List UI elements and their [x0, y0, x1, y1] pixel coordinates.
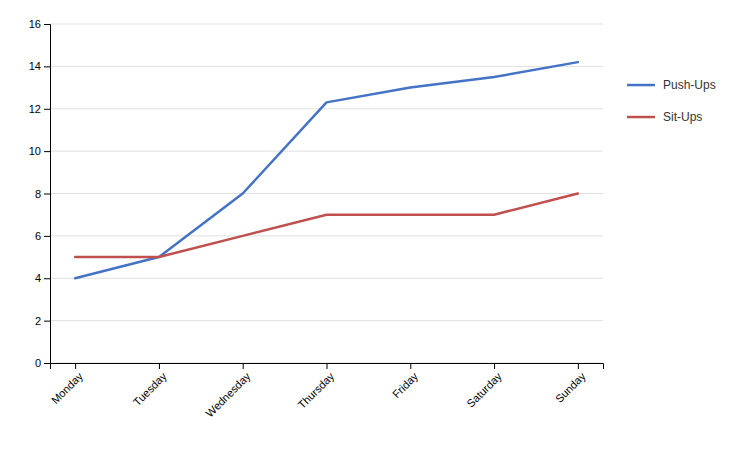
tick-label: 10: [29, 145, 41, 157]
tick-label: 4: [35, 272, 41, 284]
tick-mark: [578, 363, 579, 369]
tick: 12: [29, 103, 50, 115]
tick-mark: [410, 363, 411, 369]
tick-mark: [327, 363, 328, 369]
axis-line: [44, 25, 51, 364]
tick-label: Saturday: [464, 370, 504, 410]
grid-line: [50, 320, 603, 321]
series-line: [75, 62, 578, 278]
tick-mark: [44, 363, 50, 364]
tick-mark: [44, 321, 50, 322]
tick: Tuesday: [131, 363, 169, 408]
tick: 14: [29, 60, 50, 72]
tick: 10: [29, 145, 50, 157]
tick-mark: [44, 236, 50, 237]
tick-mark: [494, 363, 495, 369]
axis-line: [51, 364, 604, 370]
tick: Sunday: [553, 363, 588, 405]
chart: 0 2 4 6 8 10 12 14 16 Monday Tuesday Wednesday Thurs…: [0, 0, 753, 453]
tick-mark: [44, 151, 50, 152]
tick: 8: [35, 188, 50, 200]
tick: 16: [29, 18, 50, 30]
legend-label: Push-Ups: [663, 78, 716, 92]
tick-label: Thursday: [295, 370, 336, 411]
legend: Push-Ups Sit-Ups: [627, 78, 716, 124]
tick-label: 12: [29, 103, 41, 115]
tick-mark: [75, 363, 76, 369]
tick-mark: [44, 194, 50, 195]
tick-label: 8: [35, 188, 41, 200]
tick-mark: [44, 109, 50, 110]
tick: Thursday: [295, 363, 336, 411]
legend-item: Push-Ups: [627, 78, 716, 92]
tick: Wednesday: [203, 363, 253, 419]
grid-line: [50, 66, 603, 67]
tick: Friday: [390, 363, 420, 400]
tick-label: 0: [35, 357, 41, 369]
y-axis: 0 2 4 6 8 10 12 14 16: [29, 18, 51, 369]
grid-line: [50, 108, 603, 109]
tick: 2: [35, 315, 50, 327]
tick-mark: [44, 24, 50, 25]
series-line: [75, 194, 578, 258]
tick-label: 14: [29, 60, 41, 72]
tick-mark: [243, 363, 244, 369]
plot-area: 0 2 4 6 8 10 12 14 16 Monday Tuesday Wednesday Thurs…: [29, 18, 604, 419]
tick: 0: [35, 357, 50, 369]
tick-mark: [159, 363, 160, 369]
grid-line: [50, 151, 603, 152]
tick-label: 16: [29, 18, 41, 30]
tick: 6: [35, 230, 50, 242]
tick-mark: [44, 278, 50, 279]
tick-label: 2: [35, 315, 41, 327]
tick-label: Friday: [390, 370, 420, 400]
grid-line: [50, 278, 603, 279]
x-axis: Monday Tuesday Wednesday Thursday Friday Satu…: [49, 363, 604, 419]
grid: [50, 24, 603, 363]
tick-label: Tuesday: [131, 370, 169, 408]
tick-label: 6: [35, 230, 41, 242]
tick-label: Monday: [49, 370, 86, 407]
legend-label: Sit-Ups: [663, 110, 702, 124]
tick-mark: [44, 66, 50, 67]
series-group: [75, 62, 578, 278]
grid-line: [50, 193, 603, 194]
tick: Monday: [49, 363, 86, 406]
grid-line: [50, 235, 603, 236]
tick: 4: [35, 272, 50, 284]
tick-label: Sunday: [553, 370, 588, 405]
legend-swatch: [627, 84, 655, 87]
legend-item: Sit-Ups: [627, 110, 702, 124]
tick: Saturday: [464, 363, 504, 410]
legend-swatch: [627, 116, 655, 119]
grid-line: [50, 24, 603, 25]
tick-label: Wednesday: [203, 370, 253, 420]
